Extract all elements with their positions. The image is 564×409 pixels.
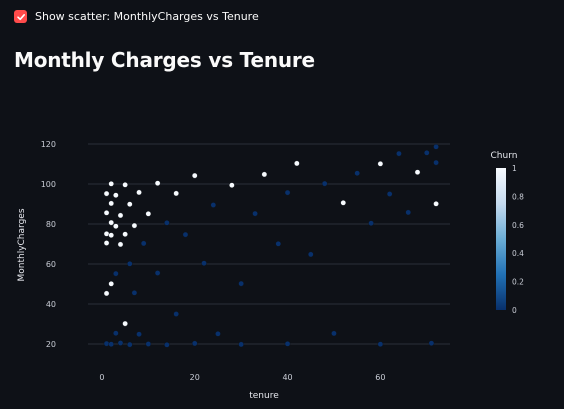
data-point-churned bbox=[108, 280, 115, 287]
data-point-retained bbox=[136, 331, 142, 338]
data-point-churned bbox=[261, 171, 268, 178]
data-point-churned bbox=[117, 212, 124, 219]
colorbar-tick-label: 0 bbox=[512, 306, 517, 315]
data-point-churned bbox=[117, 241, 124, 248]
data-point-retained bbox=[284, 340, 291, 347]
data-point-churned bbox=[122, 181, 128, 188]
grid-lines bbox=[88, 143, 450, 345]
data-point-retained bbox=[108, 341, 115, 348]
data-point-retained bbox=[164, 341, 170, 348]
data-point-retained bbox=[215, 330, 221, 337]
x-tick-label: 60 bbox=[375, 373, 385, 382]
y-tick-label: 40 bbox=[46, 300, 56, 309]
data-point-churned bbox=[131, 222, 138, 229]
data-point-churned bbox=[433, 200, 439, 207]
data-point-retained bbox=[140, 240, 147, 247]
data-point-retained bbox=[173, 311, 179, 317]
colorbar-tick-label: 1 bbox=[512, 164, 517, 173]
data-point-retained bbox=[154, 270, 161, 276]
y-tick-label: 20 bbox=[46, 340, 56, 349]
colorbar-title: Churn bbox=[491, 151, 518, 161]
data-point-churned bbox=[340, 199, 347, 206]
axes: 20 40 60 80 100 120 0 20 40 60 tenure MonthlyCharge… bbox=[17, 140, 385, 401]
page-title: Monthly Charges vs Tenure bbox=[14, 48, 315, 72]
x-tick-label: 40 bbox=[282, 373, 292, 382]
data-point-retained bbox=[368, 220, 374, 226]
data-point-retained bbox=[252, 210, 258, 217]
data-point-retained bbox=[354, 170, 360, 176]
y-tick-label: 120 bbox=[41, 140, 56, 149]
data-point-retained bbox=[117, 340, 124, 346]
data-point-retained bbox=[433, 159, 439, 166]
data-point-retained bbox=[113, 330, 119, 337]
y-tick-label: 80 bbox=[46, 220, 56, 229]
x-axis-label: tenure bbox=[249, 391, 279, 401]
data-point-retained bbox=[405, 209, 412, 216]
show-scatter-checkbox[interactable]: Show scatter: MonthlyCharges vs Tenure bbox=[14, 10, 259, 23]
data-point-retained bbox=[210, 202, 217, 208]
data-point-retained bbox=[377, 341, 384, 348]
y-tick-label: 60 bbox=[46, 260, 56, 269]
data-point-churned bbox=[103, 190, 110, 197]
data-point-retained bbox=[182, 231, 189, 238]
data-point-retained bbox=[145, 341, 152, 347]
data-point-retained bbox=[238, 341, 244, 348]
data-points bbox=[103, 143, 439, 348]
data-point-churned bbox=[103, 290, 110, 297]
data-point-retained bbox=[103, 340, 110, 347]
x-tick-label: 20 bbox=[190, 373, 200, 382]
data-point-churned bbox=[108, 219, 115, 226]
data-point-churned bbox=[103, 240, 110, 246]
data-point-churned bbox=[173, 190, 179, 197]
data-point-retained bbox=[113, 270, 119, 277]
data-point-churned bbox=[229, 182, 235, 188]
y-axis-label: MonthlyCharges bbox=[17, 208, 27, 281]
data-point-churned bbox=[122, 320, 128, 327]
data-point-churned bbox=[108, 180, 115, 187]
data-point-churned bbox=[414, 169, 421, 175]
data-point-retained bbox=[423, 149, 430, 156]
checkbox-label: Show scatter: MonthlyCharges vs Tenure bbox=[35, 10, 259, 23]
data-point-retained bbox=[433, 143, 439, 150]
y-tick-label: 100 bbox=[41, 180, 56, 189]
data-point-churned bbox=[377, 160, 384, 167]
data-point-churned bbox=[126, 201, 133, 207]
data-point-retained bbox=[275, 240, 282, 247]
data-point-retained bbox=[126, 260, 133, 267]
data-point-churned bbox=[108, 232, 115, 238]
colorbar-tick-label: 0.6 bbox=[512, 221, 524, 230]
data-point-churned bbox=[113, 223, 119, 229]
data-point-retained bbox=[386, 191, 393, 197]
data-point-retained bbox=[396, 150, 402, 157]
colorbar-tick-label: 0.2 bbox=[512, 278, 524, 287]
colorbar: Churn 0 0.2 0.4 0.6 0.8 1 bbox=[491, 151, 525, 315]
data-point-retained bbox=[191, 340, 198, 347]
data-point-retained bbox=[238, 280, 244, 287]
data-point-churned bbox=[145, 210, 152, 217]
data-point-churned bbox=[108, 200, 115, 207]
data-point-retained bbox=[428, 340, 435, 347]
data-point-churned bbox=[191, 172, 198, 179]
colorbar-tick-label: 0.8 bbox=[512, 192, 524, 201]
data-point-retained bbox=[126, 341, 133, 348]
data-point-churned bbox=[122, 231, 128, 237]
data-point-churned bbox=[113, 192, 119, 198]
x-tick-label: 0 bbox=[99, 373, 104, 382]
colorbar-gradient bbox=[496, 168, 506, 310]
data-point-churned bbox=[136, 189, 142, 196]
data-point-retained bbox=[321, 180, 328, 187]
data-point-retained bbox=[307, 251, 314, 258]
data-point-retained bbox=[131, 289, 138, 296]
data-point-retained bbox=[331, 330, 337, 337]
data-point-churned bbox=[294, 160, 300, 167]
data-point-churned bbox=[154, 180, 161, 186]
data-point-retained bbox=[201, 260, 207, 267]
data-point-churned bbox=[103, 209, 110, 216]
colorbar-tick-label: 0.4 bbox=[512, 249, 524, 258]
data-point-retained bbox=[164, 219, 170, 226]
data-point-churned bbox=[103, 230, 110, 237]
checkbox-checked-icon[interactable] bbox=[14, 10, 27, 23]
data-point-retained bbox=[284, 189, 291, 196]
